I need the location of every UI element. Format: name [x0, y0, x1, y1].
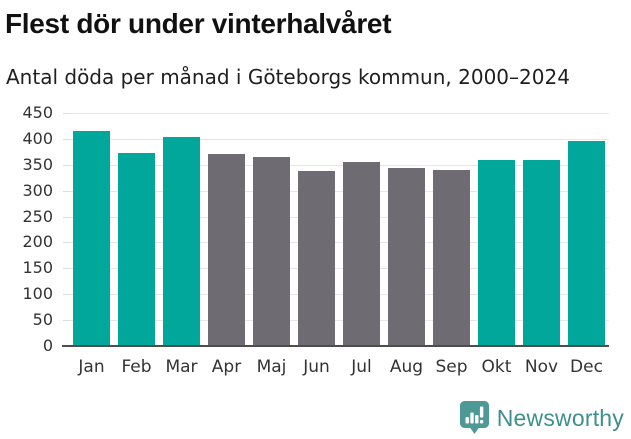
- y-tick-label-150: 150: [22, 258, 53, 278]
- y-tick-label-300: 300: [22, 180, 53, 200]
- y-tick-label-350: 350: [22, 154, 53, 174]
- gridline-250: [70, 216, 609, 218]
- y-tick-100: [63, 294, 70, 296]
- bar-mar: [163, 136, 200, 346]
- chart-title: Flest dör under vinterhalvåret: [5, 8, 392, 39]
- bar-aug: [388, 168, 425, 346]
- bar-sep: [433, 169, 470, 346]
- y-tick-150: [63, 268, 70, 270]
- bars-group: [70, 113, 609, 346]
- gridline-200: [70, 242, 609, 244]
- y-tick-200: [63, 242, 70, 244]
- chart-header: Flest dör under vinterhalvåret Antal död…: [0, 0, 631, 89]
- exclamation-bar: [479, 406, 484, 418]
- x-tick-label-sep: Sep: [435, 357, 468, 377]
- gridline-300: [70, 190, 609, 192]
- bar-dec: [568, 141, 605, 346]
- mini-bar-3: [474, 415, 479, 424]
- x-axis-labels: Jan Feb Mar Apr Maj Jun Jul Aug Sep Okt Nov Dec: [70, 357, 609, 377]
- gridline-100: [70, 294, 609, 296]
- y-tick-label-200: 200: [22, 232, 53, 252]
- x-tick-label-dec: Dec: [570, 357, 603, 377]
- exclamation-dot: [479, 420, 484, 424]
- y-tick-450: [63, 113, 70, 114]
- bar-nov: [523, 159, 560, 346]
- bar-jul: [343, 162, 380, 346]
- x-tick-label-jul: Jul: [351, 357, 372, 377]
- y-tick-label-250: 250: [22, 206, 53, 226]
- y-tick-400: [63, 138, 70, 140]
- bar-maj: [253, 157, 290, 346]
- newsworthy-bubble-chart-icon: [459, 401, 489, 434]
- y-tick-50: [63, 320, 70, 322]
- brand-name: Newsworthy: [496, 404, 624, 431]
- x-axis-line: [62, 345, 609, 347]
- y-tick-label-450: 450: [22, 103, 53, 122]
- bar-chart: 0 50 100 150 200 250 300 350 400 450 Jan Feb Mar Apr…: [0, 104, 631, 377]
- x-tick-label-mar: Mar: [165, 357, 198, 377]
- x-tick-label-nov: Nov: [524, 357, 559, 377]
- bar-apr: [208, 153, 245, 346]
- x-tick-label-okt: Okt: [481, 357, 512, 377]
- y-tick-350: [63, 164, 70, 166]
- gridline-350: [70, 164, 609, 166]
- x-tick-label-aug: Aug: [389, 357, 424, 377]
- x-tick-label-jan: Jan: [78, 357, 105, 377]
- x-tick-label-apr: Apr: [211, 357, 242, 377]
- gridline-150: [70, 268, 609, 270]
- gridline-450: [70, 113, 609, 114]
- bar-feb: [118, 152, 155, 346]
- y-tick-label-50: 50: [32, 310, 53, 330]
- mini-bar-1: [465, 417, 469, 424]
- mini-bar-2: [470, 412, 474, 424]
- y-tick-label-100: 100: [22, 284, 53, 304]
- chart-subtitle: Antal döda per månad i Göteborgs kommun,…: [6, 65, 570, 89]
- y-tick-250: [63, 216, 70, 218]
- bar-jan: [73, 131, 110, 346]
- x-tick-label-maj: Maj: [256, 357, 287, 377]
- bar-jun: [298, 171, 335, 346]
- x-tick-label-feb: Feb: [121, 357, 152, 377]
- y-tick-label-0: 0: [42, 336, 53, 355]
- x-tick-label-jun: Jun: [303, 357, 330, 377]
- plot-area: 0 50 100 150 200 250 300 350 400 450: [22, 104, 609, 355]
- y-tick-300: [63, 190, 70, 192]
- newsworthy-logo[interactable]: Newsworthy: [459, 400, 624, 436]
- gridline-50: [70, 320, 609, 322]
- y-tick-label-400: 400: [22, 128, 53, 148]
- bar-okt: [478, 159, 515, 346]
- gridline-400: [70, 138, 609, 140]
- y-axis: 0 50 100 150 200 250 300 350 400 450: [0, 104, 53, 355]
